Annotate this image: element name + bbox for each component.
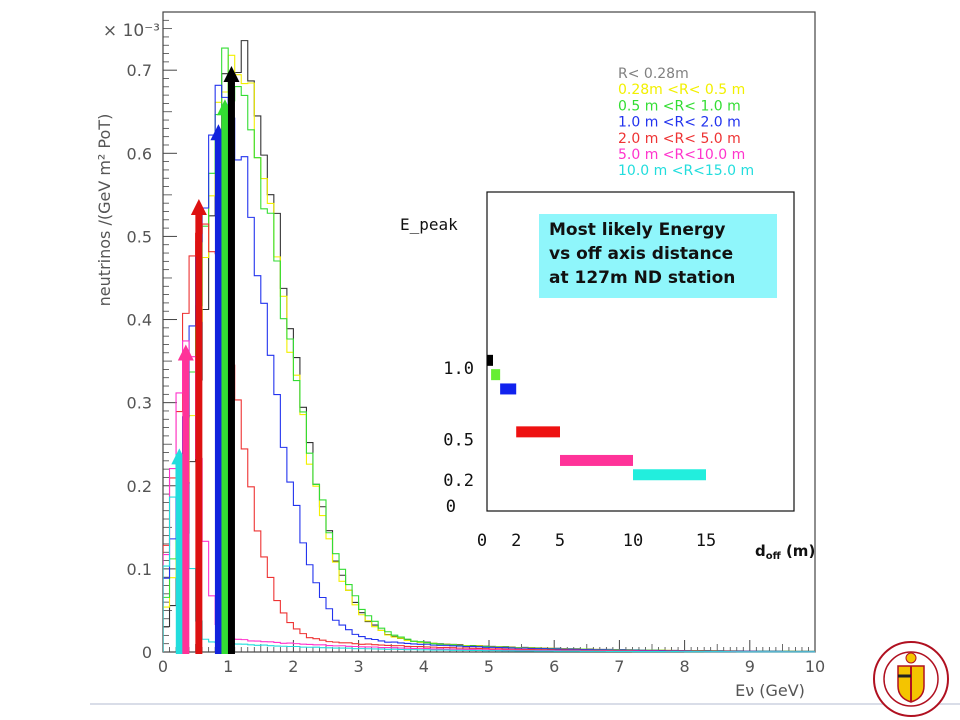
legend-entry: 10.0 m <R<15.0 m	[618, 163, 754, 179]
x-tick-label: 0	[158, 657, 168, 676]
y-axis-label: neutrinos /(GeV m² PoT)	[95, 114, 114, 307]
inset-x-tick-label: 10	[623, 531, 643, 551]
x-tick-label: 2	[288, 657, 298, 676]
y-tick-label: 0.1	[127, 560, 152, 579]
inset-x-tick-label: 15	[696, 531, 716, 551]
main-axis-labels: 0 1 2 3 4 5 6 7 8 9 10 0 0.1 0.2 0.3 0.4 0.5 0.6 0.7 neutri…	[95, 21, 825, 700]
legend-entry: 0.5 m <R< 1.0 m	[618, 98, 741, 114]
x-tick-label: 1	[223, 657, 233, 676]
y-tick-label: 0.5	[127, 227, 152, 246]
x-tick-label: 10	[805, 657, 825, 676]
legend-entry: R< 0.28m	[618, 66, 689, 82]
inset-segment	[633, 469, 706, 481]
inset-x-tick-label: 0	[477, 531, 487, 551]
x-tick-label: 8	[680, 657, 690, 676]
inset-segment	[487, 354, 493, 366]
y-tick-label: 0.2	[127, 477, 152, 496]
inset-annotation: Most likely Energy vs off axis distance …	[549, 220, 736, 288]
y-exponent-label: × 10⁻³	[103, 21, 160, 41]
x-tick-label: 3	[354, 657, 364, 676]
y-tick-label: 0.3	[127, 394, 152, 413]
legend-entry: 2.0 m <R< 5.0 m	[618, 131, 741, 147]
x-tick-label: 5	[484, 657, 494, 676]
y-tick-label: 0.4	[127, 311, 152, 330]
university-seal-logo	[873, 641, 949, 717]
inset-annotation-box	[539, 214, 777, 298]
x-tick-label: 7	[614, 657, 624, 676]
inset-x-tick-label: 2	[511, 531, 521, 551]
y-tick-label: 0.7	[127, 61, 152, 80]
inset-segment	[500, 383, 517, 395]
inset-y-tick-label: 0	[446, 497, 456, 517]
peak-arrow-head	[223, 66, 240, 83]
inset-segment	[491, 369, 501, 381]
inset-segment	[560, 454, 633, 466]
inset-y-tick-label: 0.5	[443, 431, 474, 451]
legend-entry: 1.0 m <R< 2.0 m	[618, 115, 741, 131]
inset-segment	[516, 426, 560, 438]
legend-entry: 5.0 m <R<10.0 m	[618, 147, 745, 163]
x-tick-label: 6	[549, 657, 559, 676]
inset-y-axis-label: E_peak	[400, 215, 458, 234]
inset-y-tick-label: 0.2	[443, 471, 474, 491]
legend-entry: 0.28m <R< 0.5 m	[618, 82, 745, 98]
peak-arrow-head	[190, 199, 207, 216]
main-histogram-series	[163, 40, 815, 653]
y-tick-label: 0	[142, 643, 152, 662]
x-tick-label: 4	[419, 657, 429, 676]
inset-x-tick-label: 5	[555, 531, 565, 551]
peak-arrow-head	[177, 344, 194, 361]
inset-y-tick-label: 1.0	[443, 359, 474, 379]
x-axis-label: Eν (GeV)	[735, 681, 805, 700]
x-tick-label: 9	[745, 657, 755, 676]
inset-x-axis-label: doff (m)	[755, 542, 815, 562]
histogram-series	[163, 453, 815, 653]
y-tick-label: 0.6	[127, 144, 152, 163]
peak-arrows	[171, 66, 240, 654]
